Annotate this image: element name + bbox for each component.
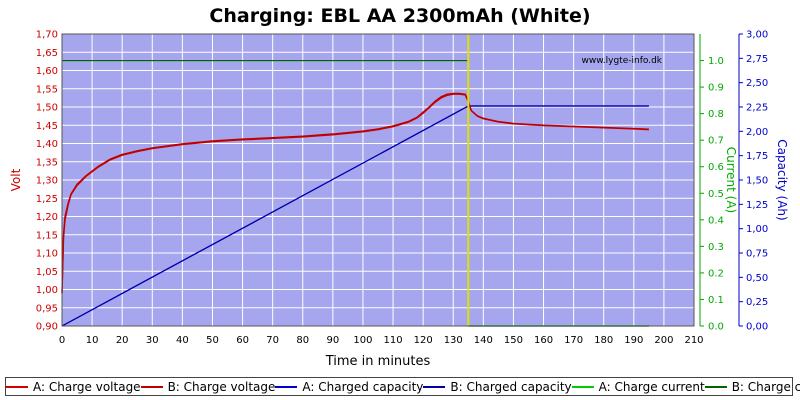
y-tick-label-capacity: 2,75 — [746, 54, 768, 65]
y-tick-label-volt: 1,00 — [36, 285, 58, 296]
y-tick-label-volt: 1,10 — [36, 249, 58, 260]
y-tick-label-volt: 1,60 — [36, 66, 58, 77]
legend-swatch — [6, 385, 28, 388]
x-tick-label: 190 — [624, 335, 643, 346]
axes: 0 10 20 30 40 50 60 70 80 90 100 110 120 130 140 150 160… — [36, 30, 769, 347]
chart-title: Charging: EBL AA 2300mAh (White) — [209, 5, 590, 27]
x-tick-label: 120 — [414, 335, 433, 346]
y-tick-label-current: 0.3 — [708, 242, 724, 253]
x-tick-label: 50 — [206, 335, 219, 346]
y-tick-label-volt: 1,45 — [36, 121, 58, 132]
legend-swatch — [140, 385, 163, 388]
y-tick-label-current: 1.0 — [708, 56, 724, 67]
y-tick-label-capacity: 2,25 — [746, 103, 768, 114]
y-tick-label-capacity: 0,00 — [746, 322, 768, 333]
legend-item: A: Charge current — [571, 379, 705, 394]
legend-swatch — [571, 385, 594, 388]
y-tick-label-capacity: 0,25 — [746, 297, 768, 308]
y-tick-label-current: 0.0 — [708, 322, 724, 333]
y-tick-label-capacity: 1,50 — [746, 176, 768, 187]
y-tick-label-capacity: 2,50 — [746, 78, 768, 89]
y-tick-label-volt: 0,95 — [36, 303, 58, 314]
x-tick-label: 60 — [236, 335, 249, 346]
legend-label: B: Charge voltage — [167, 379, 276, 394]
legend-swatch — [423, 385, 446, 388]
y-tick-label-capacity: 3,00 — [746, 30, 768, 41]
y-tick-label-volt: 1,20 — [36, 212, 58, 223]
y-axis-label-volt: Volt — [9, 168, 23, 191]
x-tick-label: 160 — [534, 335, 553, 346]
y-tick-label-current: 0.4 — [708, 215, 724, 226]
plot-frame — [61, 33, 695, 327]
y-tick-label-current: 0.8 — [708, 109, 724, 120]
x-tick-label: 100 — [353, 335, 372, 346]
legend-label: A: Charge voltage — [33, 379, 141, 394]
x-tick-label: 210 — [684, 335, 703, 346]
x-tick-label: 70 — [266, 335, 279, 346]
y-tick-label-volt: 1,70 — [36, 30, 58, 41]
x-tick-label: 200 — [654, 335, 673, 346]
y-tick-label-capacity: 1,75 — [746, 151, 768, 162]
watermark: www.lygte-info.dk — [582, 56, 663, 66]
x-tick-label: 110 — [384, 335, 403, 346]
x-tick-label: 10 — [86, 335, 99, 346]
y-tick-label-current: 0.2 — [708, 268, 724, 279]
y-tick-label-capacity: 2,00 — [746, 127, 768, 138]
x-tick-label: 0 — [59, 335, 65, 346]
x-tick-label: 30 — [146, 335, 159, 346]
y-tick-label-capacity: 0,75 — [746, 249, 768, 260]
x-tick-label: 170 — [564, 335, 583, 346]
legend-item: B: Charge voltage — [140, 379, 276, 394]
y-tick-label-current: 0.1 — [708, 295, 724, 306]
chart-legend: A: Charge voltage B: Charge voltage A: Cha… — [5, 377, 800, 396]
x-tick-label: 150 — [504, 335, 523, 346]
y-tick-label-volt: 0,90 — [36, 322, 58, 333]
x-tick-label: 130 — [444, 335, 463, 346]
y-tick-label-volt: 1,40 — [36, 139, 58, 150]
x-tick-label: 140 — [474, 335, 493, 346]
series-line-b-charge-voltage — [61, 92, 649, 294]
legend-swatch — [704, 385, 727, 388]
legend-label: B: Charge current — [731, 379, 800, 394]
legend-label: A: Charged capacity — [302, 379, 424, 394]
y-tick-label-current: 0.9 — [708, 83, 724, 94]
y-tick-label-current: 0.5 — [708, 189, 724, 200]
y-tick-label-capacity: 1,00 — [746, 224, 768, 235]
y-axis-label-current: Current (A) — [724, 147, 738, 213]
y-tick-label-volt: 1,30 — [36, 176, 58, 187]
x-tick-label: 40 — [176, 335, 189, 346]
y-tick-label-volt: 1,15 — [36, 230, 58, 241]
x-axis-label: Time in minutes — [325, 354, 431, 369]
y-axis-label-capacity: Capacity (Ah) — [775, 139, 789, 220]
legend-item: B: Charge current — [704, 379, 800, 394]
series-layer — [61, 34, 649, 327]
y-tick-label-volt: 1,50 — [36, 103, 58, 114]
y-tick-label-capacity: 1,25 — [746, 200, 768, 211]
y-tick-label-volt: 1,05 — [36, 267, 58, 278]
x-tick-label: 80 — [296, 335, 309, 346]
y-tick-label-volt: 1,25 — [36, 194, 58, 205]
y-tick-label-volt: 1,35 — [36, 157, 58, 168]
x-tick-label: 90 — [326, 335, 339, 346]
legend-item: A: Charged capacity — [275, 380, 423, 394]
legend-label: A: Charge current — [598, 379, 705, 394]
y-tick-label-current: 0.7 — [708, 136, 724, 147]
y-tick-label-capacity: 0,50 — [746, 273, 768, 284]
y-tick-label-volt: 1,55 — [36, 84, 58, 95]
x-tick-label: 20 — [116, 335, 129, 346]
legend-item: B: Charged capacity — [423, 379, 572, 394]
legend-item: A: Charge voltage — [6, 380, 141, 394]
x-tick-label: 180 — [594, 335, 613, 346]
legend-swatch — [275, 385, 298, 388]
y-tick-label-volt: 1,65 — [36, 48, 58, 59]
y-tick-label-current: 0.6 — [708, 162, 724, 173]
legend-label: B: Charged capacity — [450, 379, 572, 394]
